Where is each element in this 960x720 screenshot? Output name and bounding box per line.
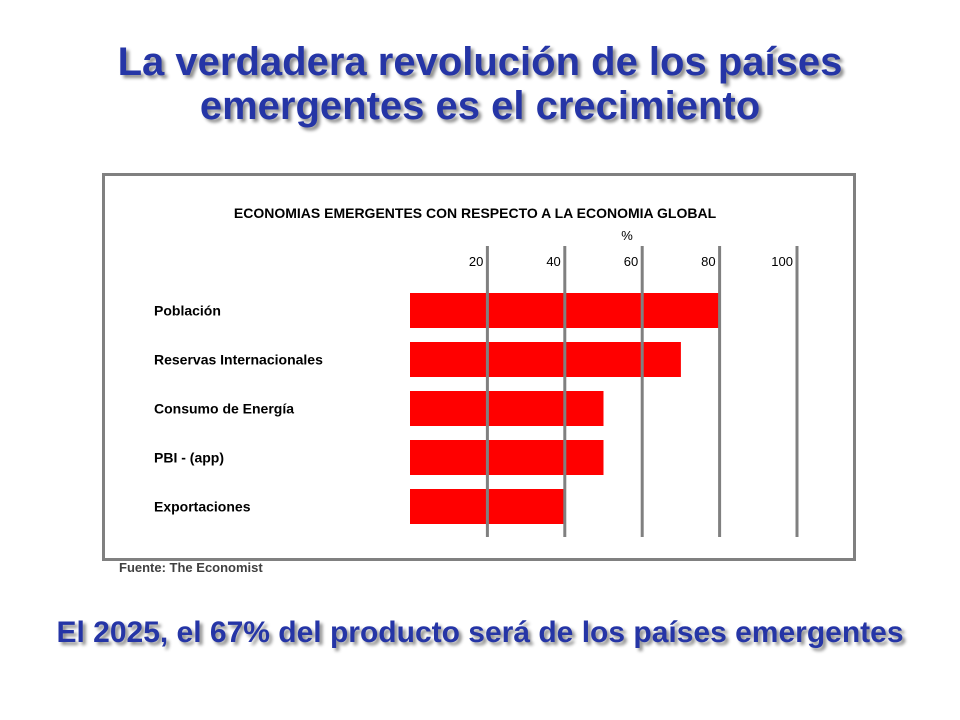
chart-frame: ECONOMIAS EMERGENTES CON RESPECTO A LA E…	[102, 173, 856, 561]
x-tick-label-40: 40	[546, 254, 560, 269]
slide-title: La verdadera revolución de los países em…	[0, 40, 960, 128]
category-label-1: Población	[154, 303, 221, 319]
slide-title-line-1: La verdadera revolución de los países	[117, 40, 843, 84]
category-label-2: Reservas Internacionales	[154, 352, 323, 368]
bar-4	[410, 440, 604, 475]
category-label-4: PBI - (app)	[154, 450, 224, 466]
x-tick-label-80: 80	[701, 254, 715, 269]
slide-title-line-2: emergentes es el crecimiento	[199, 84, 761, 128]
bar-chart: ECONOMIAS EMERGENTES CON RESPECTO A LA E…	[154, 205, 799, 537]
x-tick-labels: 20 40 60 80 100	[469, 254, 793, 269]
x-axis-label: %	[621, 228, 633, 243]
bar-3	[410, 391, 604, 426]
x-tick-label-100: 100	[771, 254, 793, 269]
bar-2	[410, 342, 681, 377]
category-labels: Población Reservas Internacionales Consumo…	[154, 303, 323, 515]
slide-subtitle: El 2025, el 67% del producto será de los…	[56, 616, 904, 649]
x-tick-label-20: 20	[469, 254, 483, 269]
category-label-5: Exportaciones	[154, 499, 251, 515]
source-note: Fuente: The Economist	[119, 560, 263, 575]
chart-title: ECONOMIAS EMERGENTES CON RESPECTO A LA E…	[234, 205, 717, 221]
x-tick-label-60: 60	[624, 254, 638, 269]
category-label-3: Consumo de Energía	[154, 401, 294, 417]
grid-lines	[485, 246, 799, 537]
